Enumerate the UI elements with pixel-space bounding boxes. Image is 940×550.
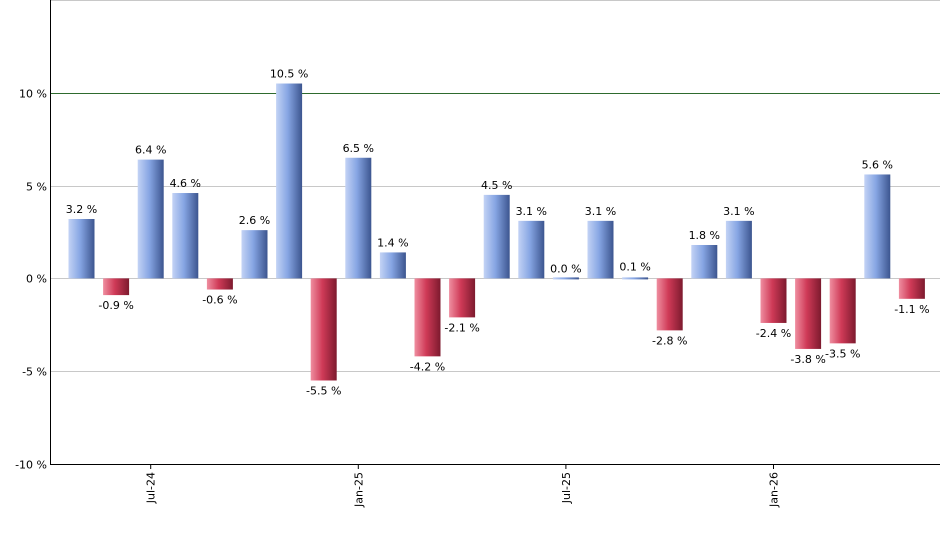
data-label: -3.8 % bbox=[790, 353, 825, 366]
bar bbox=[241, 230, 268, 279]
bar bbox=[68, 219, 95, 279]
y-tick-label: -10 % bbox=[15, 459, 47, 472]
data-label: 3.1 % bbox=[585, 205, 616, 218]
data-label: 3.1 % bbox=[723, 205, 754, 218]
x-tick-label: Jan-26 bbox=[768, 472, 781, 508]
bar bbox=[379, 252, 406, 279]
data-label: 4.5 % bbox=[481, 179, 512, 192]
data-label: 3.2 % bbox=[66, 203, 97, 216]
bar bbox=[691, 244, 718, 279]
y-tick-labels: 10 % 5 % 0 % -5 % -10 % bbox=[15, 88, 47, 472]
bar bbox=[345, 157, 372, 279]
bar bbox=[483, 194, 510, 279]
bar bbox=[310, 278, 337, 381]
data-label: -4.2 % bbox=[410, 360, 445, 373]
bar bbox=[518, 220, 545, 279]
data-label: -5.5 % bbox=[306, 384, 341, 397]
data-labels: 3.2 % -0.9 % 6.4 % 4.6 % -0.6 % 2.6 % 10.5 % -5… bbox=[66, 68, 930, 398]
bar bbox=[449, 278, 476, 318]
data-label: 3.1 % bbox=[516, 205, 547, 218]
data-label: 1.4 % bbox=[377, 236, 408, 249]
bar bbox=[552, 277, 579, 280]
bar bbox=[898, 278, 925, 299]
data-label: -2.8 % bbox=[652, 334, 687, 347]
y-tick-label: 5 % bbox=[26, 181, 47, 194]
data-label: -2.1 % bbox=[444, 321, 479, 334]
bar bbox=[587, 220, 614, 279]
bar bbox=[725, 220, 752, 279]
bar bbox=[103, 278, 130, 296]
data-label: 1.8 % bbox=[689, 229, 720, 242]
bar bbox=[206, 278, 233, 290]
data-label: 10.5 % bbox=[270, 68, 308, 81]
bar bbox=[137, 159, 164, 279]
data-label: 0.0 % bbox=[550, 262, 581, 275]
bar bbox=[172, 193, 199, 279]
y-tick-label: -5 % bbox=[22, 366, 47, 379]
data-label: 6.4 % bbox=[135, 144, 166, 157]
data-label: 2.6 % bbox=[239, 214, 270, 227]
y-tick-label: 10 % bbox=[19, 88, 47, 101]
x-tick-label: Jan-25 bbox=[352, 472, 365, 508]
bar bbox=[795, 278, 822, 349]
axes bbox=[50, 0, 940, 469]
y-tick-label: 0 % bbox=[26, 273, 47, 286]
bars bbox=[68, 83, 925, 381]
bar bbox=[829, 278, 856, 344]
bar bbox=[864, 174, 891, 279]
data-label: -0.6 % bbox=[202, 294, 237, 307]
bar bbox=[414, 278, 441, 357]
x-tick-labels: Jul-24 Jan-25 Jul-25 Jan-26 bbox=[145, 472, 781, 508]
data-label: 0.1 % bbox=[619, 261, 650, 274]
bar bbox=[622, 277, 649, 280]
bar bbox=[276, 83, 303, 279]
data-label: 6.5 % bbox=[343, 142, 374, 155]
data-label: 5.6 % bbox=[862, 158, 893, 171]
bar bbox=[760, 278, 787, 323]
bar bbox=[656, 278, 683, 331]
data-label: -0.9 % bbox=[98, 299, 133, 312]
x-tick-label: Jul-25 bbox=[560, 472, 573, 504]
data-label: -3.5 % bbox=[825, 347, 860, 360]
x-tick-label: Jul-24 bbox=[145, 472, 158, 504]
data-label: -2.4 % bbox=[756, 327, 791, 340]
data-label: -1.1 % bbox=[894, 303, 929, 316]
data-label: 4.6 % bbox=[170, 177, 201, 190]
